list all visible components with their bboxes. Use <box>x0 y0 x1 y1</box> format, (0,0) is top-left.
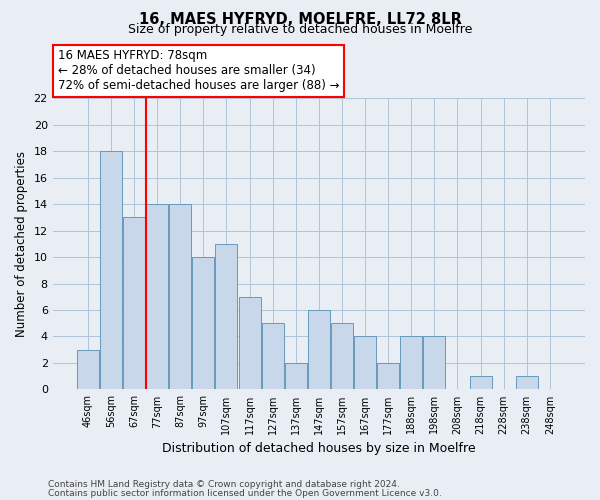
Bar <box>308 310 330 390</box>
Bar <box>146 204 168 390</box>
Bar <box>169 204 191 390</box>
Bar <box>470 376 491 390</box>
Text: Contains public sector information licensed under the Open Government Licence v3: Contains public sector information licen… <box>48 488 442 498</box>
Bar <box>354 336 376 390</box>
Bar <box>424 336 445 390</box>
Bar <box>516 376 538 390</box>
Bar <box>400 336 422 390</box>
Text: Contains HM Land Registry data © Crown copyright and database right 2024.: Contains HM Land Registry data © Crown c… <box>48 480 400 489</box>
Bar <box>331 323 353 390</box>
Text: 16 MAES HYFRYD: 78sqm
← 28% of detached houses are smaller (34)
72% of semi-deta: 16 MAES HYFRYD: 78sqm ← 28% of detached … <box>58 50 340 92</box>
Bar <box>77 350 99 390</box>
Bar <box>239 297 260 390</box>
Text: 16, MAES HYFRYD, MOELFRE, LL72 8LR: 16, MAES HYFRYD, MOELFRE, LL72 8LR <box>139 12 461 28</box>
Bar <box>193 257 214 390</box>
X-axis label: Distribution of detached houses by size in Moelfre: Distribution of detached houses by size … <box>162 442 476 455</box>
Bar <box>262 323 284 390</box>
Bar <box>377 363 399 390</box>
Bar <box>100 151 122 390</box>
Y-axis label: Number of detached properties: Number of detached properties <box>15 151 28 337</box>
Bar <box>215 244 238 390</box>
Bar <box>123 218 145 390</box>
Text: Size of property relative to detached houses in Moelfre: Size of property relative to detached ho… <box>128 22 472 36</box>
Bar <box>285 363 307 390</box>
